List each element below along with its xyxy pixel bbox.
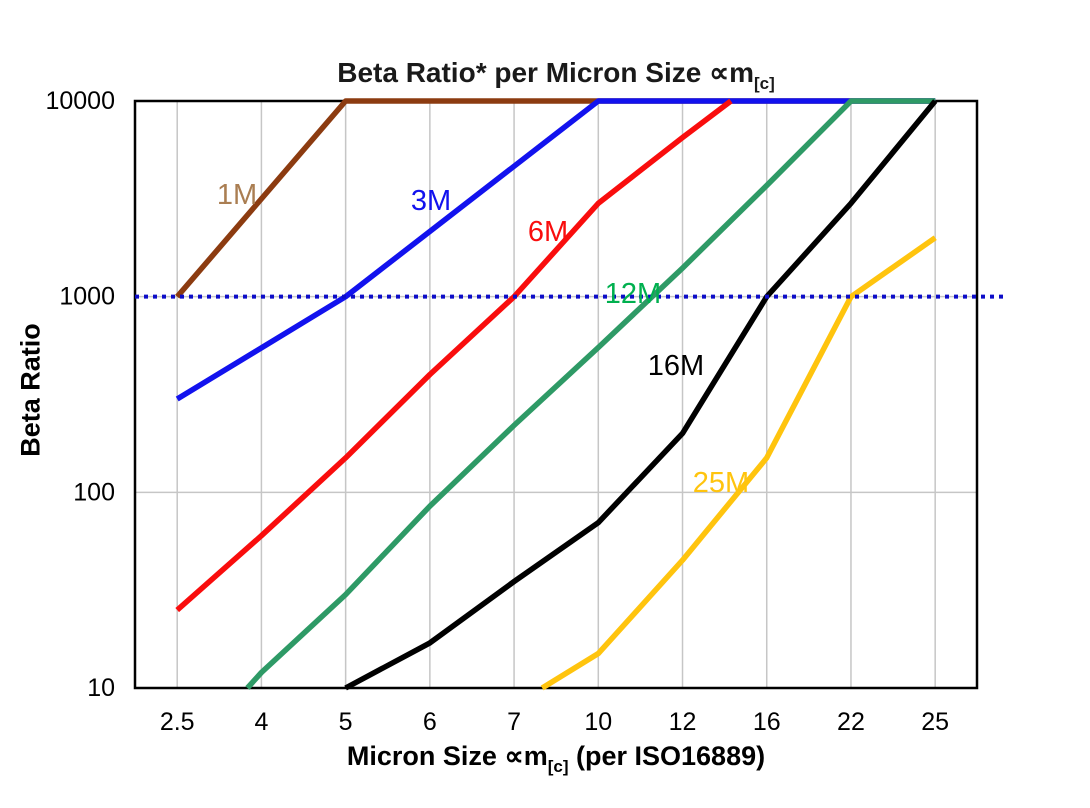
x-axis-title-subscript: [c] — [547, 757, 569, 776]
x-tick-label: 2.5 — [160, 708, 195, 736]
chart-title-text: Beta Ratio* per Micron Size ∝m — [337, 57, 754, 88]
series-line-12M — [245, 98, 936, 690]
series-label-16M: 16M — [648, 350, 704, 382]
y-tick-label: 10 — [87, 674, 115, 702]
series-line-3M — [175, 98, 936, 402]
series-line-25M — [540, 235, 937, 691]
x-tick-label: 6 — [423, 708, 437, 736]
series-label-3M: 3M — [411, 185, 451, 217]
series-label-6M: 6M — [528, 216, 568, 248]
series-line-6M — [175, 98, 733, 613]
chart-title-subscript: [c] — [753, 74, 775, 93]
x-tick-label: 10 — [584, 708, 612, 736]
x-tick-label: 25 — [921, 708, 949, 736]
x-axis-title-text: Micron Size ∝m — [346, 741, 548, 771]
chart-title: Beta Ratio* per Micron Size ∝m[c] — [135, 56, 977, 94]
x-tick-label: 22 — [837, 708, 865, 736]
x-axis-title-suffix: (per ISO16889) — [568, 741, 766, 771]
x-axis-title: Micron Size ∝m[c] (per ISO16889) — [135, 741, 977, 777]
x-tick-label: 4 — [254, 708, 268, 736]
series-label-12M: 12M — [605, 278, 661, 310]
series-label-1M: 1M — [217, 179, 257, 211]
series-label-25M: 25M — [693, 467, 749, 499]
x-tick-label: 12 — [669, 708, 697, 736]
series-line-16M — [344, 99, 938, 691]
x-tick-label: 16 — [753, 708, 781, 736]
y-axis-title: Beta Ratio — [15, 323, 46, 457]
x-tick-label: 5 — [339, 708, 353, 736]
x-tick-label: 7 — [507, 708, 521, 736]
y-tick-label: 10000 — [45, 87, 115, 115]
y-tick-label: 100 — [73, 478, 115, 506]
y-tick-label: 1000 — [59, 283, 115, 311]
